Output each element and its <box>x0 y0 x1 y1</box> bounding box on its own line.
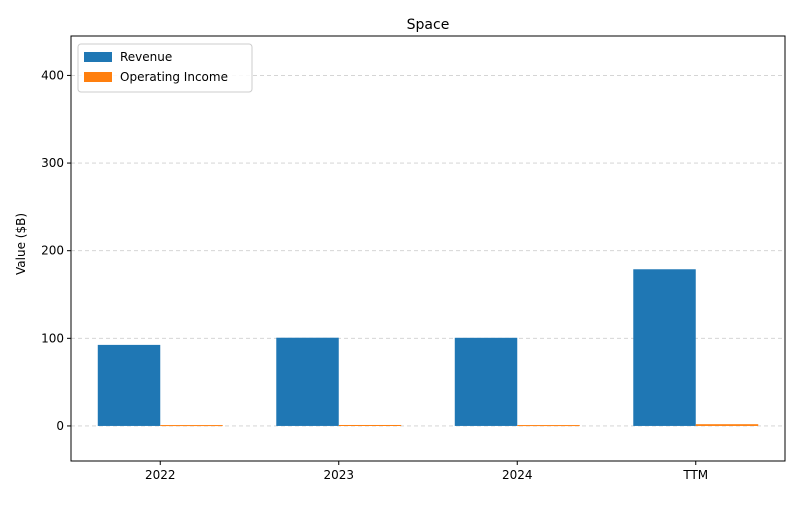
y-axis-title: Value ($B) <box>14 213 28 275</box>
bar-operating-income-2023 <box>338 424 402 426</box>
x-tick-label-3: TTM <box>682 468 708 482</box>
plot-frame <box>70 35 786 462</box>
bar-operating-income-ttm <box>695 424 759 426</box>
legend-swatch-1 <box>84 72 112 82</box>
x-tick-label-0: 2022 <box>145 468 176 482</box>
bars <box>97 269 759 427</box>
x-tick-label-1: 2023 <box>323 468 354 482</box>
legend-label-1: Operating Income <box>120 70 228 84</box>
y-tick-label-3: 300 <box>41 156 64 170</box>
legend: Revenue Operating Income <box>77 43 253 93</box>
bar-revenue-2024 <box>454 337 518 426</box>
y-tick-label-0: 0 <box>56 419 64 433</box>
axes: 0 100 200 300 400 2022 2023 2024 TTM <box>41 35 786 482</box>
bar-operating-income-2022 <box>160 425 223 427</box>
bar-revenue-2023 <box>276 337 339 426</box>
chart-title: Space <box>407 17 450 33</box>
legend-label-0: Revenue <box>120 50 172 64</box>
x-tick-label-2: 2024 <box>502 468 533 482</box>
bar-revenue-2022 <box>97 344 161 426</box>
bar-revenue-ttm <box>633 269 696 426</box>
y-tick-label-2: 200 <box>41 244 64 258</box>
legend-swatch-0 <box>84 52 112 62</box>
y-tick-label-1: 100 <box>41 331 64 345</box>
legend-box <box>77 43 253 93</box>
y-tick-label-4: 400 <box>41 68 64 82</box>
bar-operating-income-2024 <box>517 425 580 427</box>
